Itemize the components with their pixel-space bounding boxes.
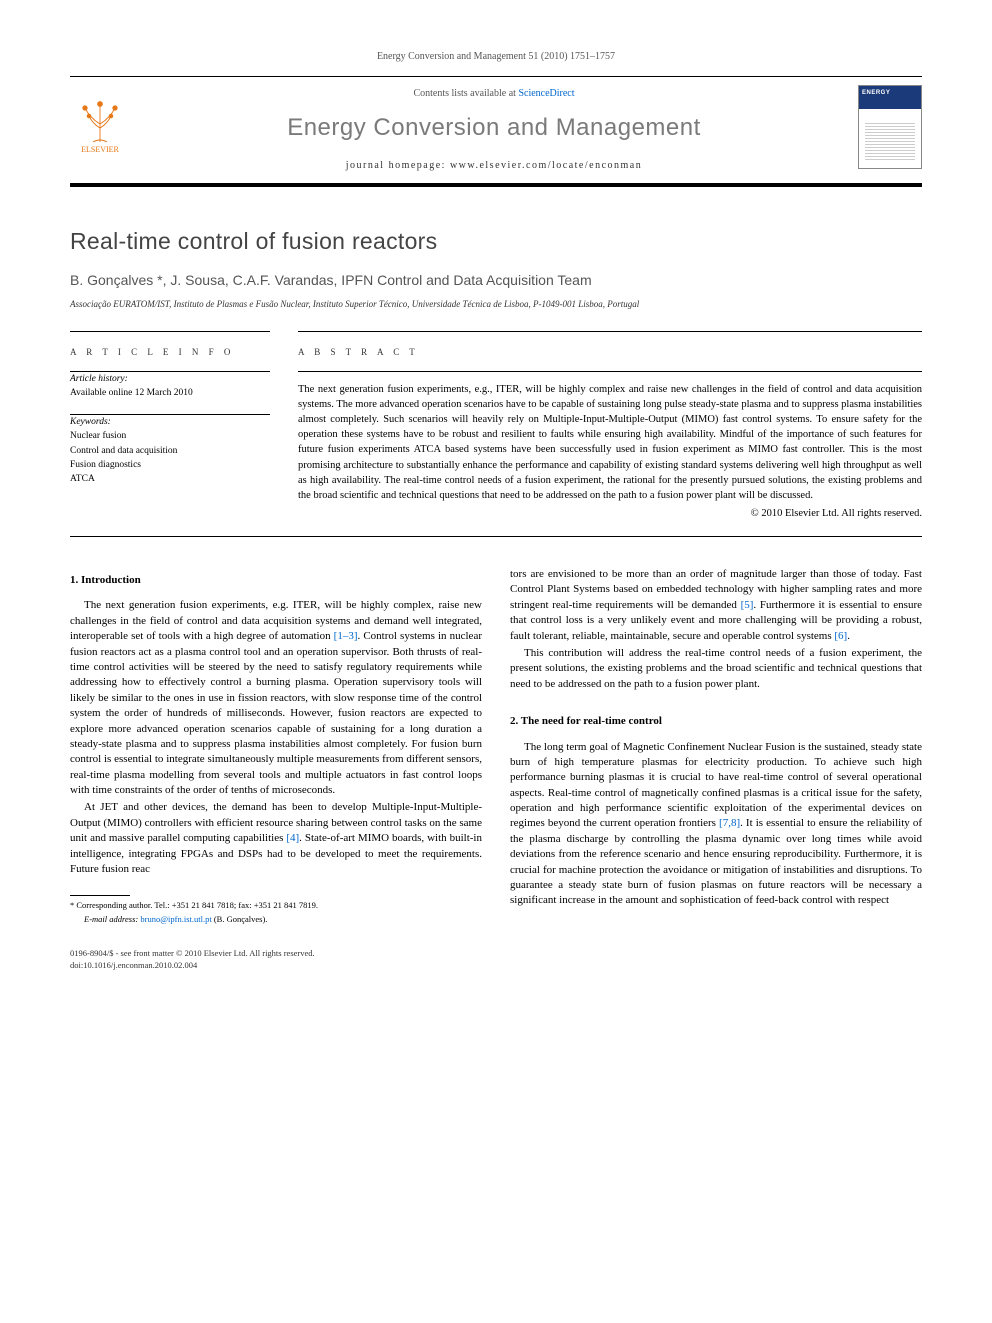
elsevier-logo: ELSEVIER — [70, 85, 130, 155]
info-abstract-row: A R T I C L E I N F O Article history: A… — [70, 331, 922, 522]
citation-link[interactable]: [1–3] — [334, 630, 358, 642]
publisher-name: ELSEVIER — [81, 144, 119, 155]
text-run: . — [847, 630, 850, 642]
body-paragraph: The long term goal of Magnetic Confineme… — [510, 740, 922, 909]
section-title-2: 2. The need for real-time control — [510, 714, 922, 729]
page-footer: 0196-8904/$ - see front matter © 2010 El… — [70, 948, 922, 972]
contents-pre: Contents lists available at — [413, 88, 518, 99]
author-list: B. Gonçalves *, J. Sousa, C.A.F. Varanda… — [70, 271, 922, 291]
article-body: 1. Introduction The next generation fusi… — [70, 567, 922, 928]
email-footnote: E-mail address: bruno@ipfn.ist.utl.pt (B… — [70, 914, 482, 926]
citation-link[interactable]: [6] — [834, 630, 847, 642]
body-paragraph: At JET and other devices, the demand has… — [70, 800, 482, 877]
masthead: ELSEVIER Contents lists available at Sci… — [70, 76, 922, 187]
footnote-rule — [70, 895, 130, 896]
keywords-block: Keywords: Nuclear fusion Control and dat… — [70, 415, 270, 486]
corresponding-author-footnote: * Corresponding author. Tel.: +351 21 84… — [70, 900, 482, 912]
email-label: E-mail address: — [84, 914, 138, 924]
history-text: Available online 12 March 2010 — [70, 386, 270, 400]
citation-link[interactable]: [4] — [286, 832, 299, 844]
body-paragraph: This contribution will address the real-… — [510, 646, 922, 692]
article-info-heading: A R T I C L E I N F O — [70, 346, 270, 359]
abstract-text: The next generation fusion experiments, … — [298, 382, 922, 504]
affiliation: Associação EURATOM/IST, Instituto de Pla… — [70, 298, 922, 311]
citation-link[interactable]: [7,8] — [719, 817, 740, 829]
journal-title: Energy Conversion and Management — [142, 111, 846, 145]
keyword: ATCA — [70, 472, 270, 486]
keyword: Nuclear fusion — [70, 429, 270, 443]
body-paragraph: The next generation fusion experiments, … — [70, 598, 482, 798]
keyword: Fusion diagnostics — [70, 458, 270, 472]
abstract-copyright: © 2010 Elsevier Ltd. All rights reserved… — [298, 507, 922, 522]
footer-doi: doi:10.1016/j.enconman.2010.02.004 — [70, 960, 922, 972]
article-history: Article history: Available online 12 Mar… — [70, 372, 270, 401]
text-run: . Control systems in nuclear fusion reac… — [70, 630, 482, 796]
text-run: (B. Gonçalves). — [212, 914, 268, 924]
journal-homepage: journal homepage: www.elsevier.com/locat… — [142, 159, 846, 173]
sciencedirect-link[interactable]: ScienceDirect — [518, 88, 574, 99]
contents-available-line: Contents lists available at ScienceDirec… — [142, 87, 846, 101]
article-title: Real-time control of fusion reactors — [70, 225, 922, 257]
running-head: Energy Conversion and Management 51 (201… — [70, 50, 922, 64]
citation-link[interactable]: [5] — [741, 599, 754, 611]
keyword: Control and data acquisition — [70, 444, 270, 458]
history-label: Article history: — [70, 372, 270, 386]
article-info-column: A R T I C L E I N F O Article history: A… — [70, 331, 270, 522]
author-email-link[interactable]: bruno@ipfn.ist.utl.pt — [140, 914, 211, 924]
journal-cover-thumbnail — [858, 85, 922, 169]
keywords-label: Keywords: — [70, 415, 270, 429]
body-paragraph: tors are envisioned to be more than an o… — [510, 567, 922, 644]
footer-front-matter: 0196-8904/$ - see front matter © 2010 El… — [70, 948, 922, 960]
abstract-heading: A B S T R A C T — [298, 346, 922, 359]
separator — [70, 536, 922, 537]
masthead-center: Contents lists available at ScienceDirec… — [142, 85, 846, 183]
text-run: . It is essential to ensure the reliabil… — [510, 817, 922, 906]
elsevier-tree-icon — [75, 94, 125, 144]
section-title-1: 1. Introduction — [70, 573, 482, 588]
abstract-column: A B S T R A C T The next generation fusi… — [298, 331, 922, 522]
